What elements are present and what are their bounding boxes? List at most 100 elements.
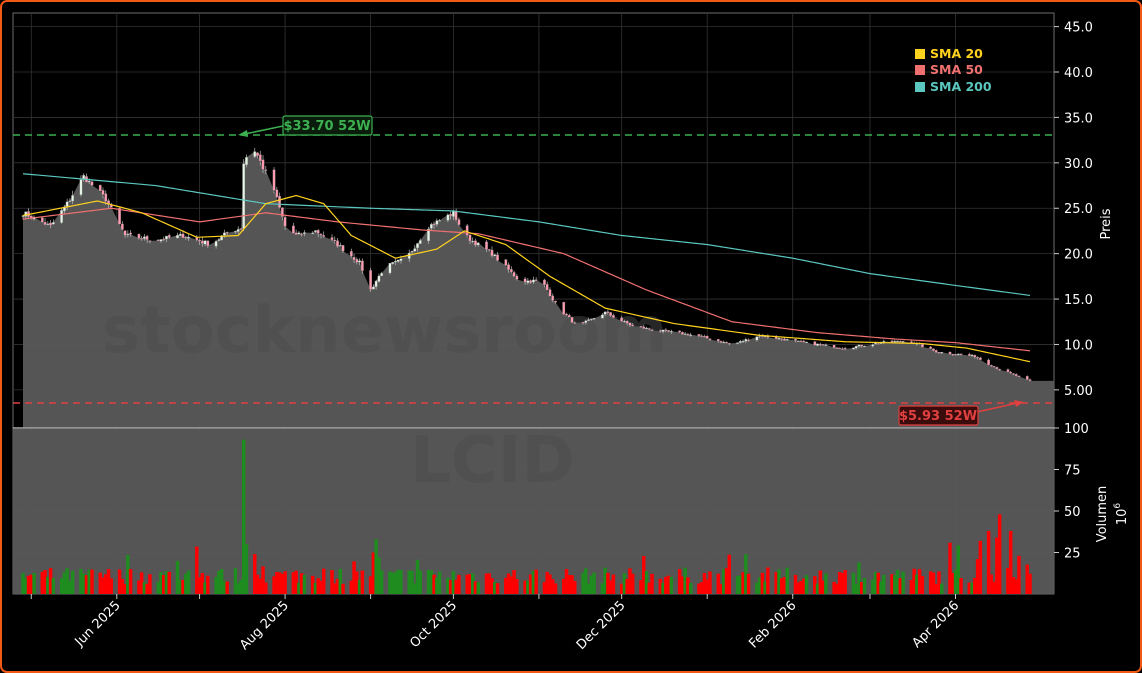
volume-bar <box>21 573 25 594</box>
volume-bar <box>824 573 828 594</box>
volume-bar <box>859 582 864 594</box>
volume-bar <box>862 578 867 594</box>
volume-bar <box>890 574 894 594</box>
candle-body <box>678 330 681 333</box>
volume-bar <box>244 544 249 594</box>
volume-bar <box>735 576 740 594</box>
volume-bar <box>310 575 315 594</box>
candle-body <box>129 232 132 235</box>
volume-bar <box>156 581 160 594</box>
volume-bar <box>683 567 687 594</box>
volume-bar <box>879 581 883 594</box>
candle-body <box>1012 373 1015 375</box>
candle-body <box>601 314 604 319</box>
volume-bar <box>757 577 762 594</box>
candle-body <box>349 251 353 257</box>
candle-body <box>573 322 577 324</box>
candle-body <box>63 206 66 212</box>
volume-bar <box>335 578 340 594</box>
volume-bar <box>330 570 334 594</box>
volume-bar <box>468 574 472 594</box>
candle-body <box>410 251 414 253</box>
candle-body <box>104 193 108 202</box>
volume-bar <box>564 569 569 594</box>
volume-bar <box>203 582 207 594</box>
volume-bar <box>931 572 936 594</box>
candle-body <box>998 369 1002 371</box>
candle-body <box>532 279 535 283</box>
candle-body <box>857 344 861 347</box>
volume-bar <box>622 573 627 594</box>
volume-bar <box>319 580 323 594</box>
volume-bar <box>515 579 519 594</box>
candle-body <box>504 259 508 266</box>
volume-bar <box>145 583 149 594</box>
candle-body <box>358 260 361 263</box>
volume-bar <box>1014 579 1018 594</box>
volume-bar <box>727 554 732 594</box>
candle-body <box>509 269 513 273</box>
candle-body <box>841 348 844 350</box>
volume-bar <box>184 573 188 594</box>
volume-bar <box>283 571 287 594</box>
volume-bar <box>264 582 268 594</box>
volume-bar <box>719 583 723 594</box>
candle-body <box>722 341 726 344</box>
volume-bar <box>978 540 983 594</box>
candle-body <box>689 334 693 336</box>
candle-body <box>496 254 499 261</box>
volume-bar <box>619 583 624 594</box>
candle-body <box>667 330 670 332</box>
candle-body <box>214 241 218 247</box>
volume-bar <box>1011 577 1016 594</box>
candle-body <box>843 348 847 350</box>
volume-bar <box>606 572 610 594</box>
candle-body <box>79 179 83 195</box>
candle-body <box>970 354 974 357</box>
volume-bar <box>161 574 166 594</box>
volume-bar <box>62 572 67 594</box>
candle-body <box>333 239 337 242</box>
price-tick-label: 45.0 <box>1064 21 1093 36</box>
volume-bar <box>967 582 972 594</box>
volume-bar <box>1006 567 1010 594</box>
candle-body <box>236 229 240 232</box>
candle-body <box>548 289 552 297</box>
candle-body <box>959 353 963 355</box>
candle-body <box>21 215 25 217</box>
candle-body <box>126 233 130 235</box>
volume-bar <box>512 570 516 594</box>
volume-bar <box>379 570 384 594</box>
candle-body <box>890 340 894 343</box>
volume-bar <box>181 579 185 594</box>
volume-bar <box>553 583 558 594</box>
volume-bar <box>219 568 224 594</box>
volume-bar <box>531 571 536 594</box>
volume-bar <box>705 579 709 594</box>
candle-body <box>592 318 596 320</box>
candle-body <box>948 351 952 355</box>
volume-bar <box>333 583 337 594</box>
volume-bar <box>120 578 125 594</box>
volume-bar <box>661 582 665 594</box>
candle-body <box>929 346 933 349</box>
candle-body <box>777 338 781 340</box>
candle-body <box>976 357 979 359</box>
candle-body <box>429 224 433 229</box>
volume-bar <box>951 572 955 594</box>
volume-bar <box>843 570 847 594</box>
candle-body <box>534 279 538 281</box>
candle-body <box>896 340 899 343</box>
candle-body <box>716 339 720 342</box>
candle-body <box>785 339 789 341</box>
volume-bar <box>123 584 127 594</box>
volume-bar <box>600 583 605 594</box>
volume-bar <box>241 439 246 594</box>
volume-bar <box>128 569 133 594</box>
candle-body <box>755 336 759 341</box>
volume-bar <box>722 568 726 594</box>
volume-bar <box>79 568 83 594</box>
volume-bar <box>448 579 453 594</box>
volume-bar <box>368 576 373 594</box>
candle-body <box>256 152 259 156</box>
